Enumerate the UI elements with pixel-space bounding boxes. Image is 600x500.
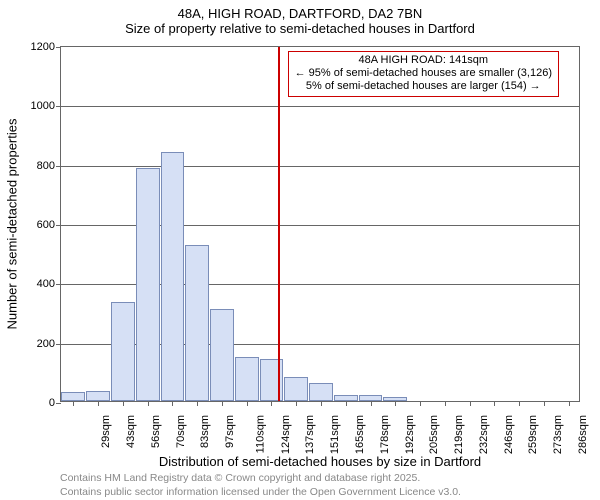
xtick-mark [197,401,198,406]
histogram-bar [235,357,259,402]
xtick-label: 205sqm [428,415,440,454]
gridline-h [61,166,579,167]
xtick-mark [271,401,272,406]
xtick-mark [123,401,124,406]
xtick-mark [222,401,223,406]
xtick-label: 273sqm [552,415,564,454]
xtick-label: 43sqm [125,415,137,448]
xtick-label: 246sqm [503,415,515,454]
xtick-label: 124sqm [280,415,292,454]
histogram-bar [86,391,110,401]
xtick-label: 83sqm [199,415,211,448]
xtick-mark [98,401,99,406]
xtick-mark [247,401,248,406]
title-description: Size of property relative to semi-detach… [0,21,600,38]
y-axis-label: Number of semi-detached properties [5,119,20,330]
ytick-label: 800 [37,160,61,172]
annotation-line1: 48A HIGH ROAD: 141sqm [295,54,552,67]
histogram-bar [61,392,85,401]
xtick-label: 232sqm [478,415,490,454]
xtick-label: 219sqm [453,415,465,454]
histogram-bar [309,383,333,401]
ytick-label: 1000 [31,100,61,112]
plot-area: 02004006008001000120029sqm43sqm56sqm70sq… [60,46,580,402]
xtick-label: 97sqm [224,415,236,448]
x-axis-label: Distribution of semi-detached houses by … [60,454,580,469]
footer-line2: Contains public sector information licen… [60,486,461,500]
xtick-mark [445,401,446,406]
ytick-label: 400 [37,278,61,290]
annotation-box: 48A HIGH ROAD: 141sqm← 95% of semi-detac… [288,51,559,97]
xtick-label: 178sqm [379,415,391,454]
xtick-mark [519,401,520,406]
xtick-label: 151sqm [329,415,341,454]
xtick-mark [73,401,74,406]
xtick-label: 110sqm [254,415,266,453]
title-address: 48A, HIGH ROAD, DARTFORD, DA2 7BN [0,0,600,21]
xtick-mark [395,401,396,406]
reference-line [278,47,280,401]
xtick-mark [470,401,471,406]
ytick-label: 0 [49,397,61,409]
histogram-bar [161,152,185,401]
xtick-mark [420,401,421,406]
histogram-bar [185,245,209,401]
xtick-label: 286sqm [577,415,589,454]
footer-line1: Contains HM Land Registry data © Crown c… [60,472,461,486]
ytick-label: 1200 [31,41,61,53]
histogram-bar [136,168,160,401]
ytick-label: 200 [37,338,61,350]
xtick-mark [172,401,173,406]
annotation-line2: ← 95% of semi-detached houses are smalle… [295,67,552,80]
attribution-footer: Contains HM Land Registry data © Crown c… [60,472,461,499]
histogram-bar [210,309,234,401]
xtick-label: 137sqm [305,415,317,454]
xtick-mark [346,401,347,406]
xtick-label: 70sqm [175,415,187,448]
histogram-bar [284,377,308,401]
histogram-bar [260,359,284,401]
xtick-mark [371,401,372,406]
xtick-label: 29sqm [100,415,112,448]
histogram-bar [111,302,135,401]
annotation-line3: 5% of semi-detached houses are larger (1… [295,80,552,93]
xtick-mark [494,401,495,406]
ytick-label: 600 [37,219,61,231]
xtick-mark [321,401,322,406]
xtick-mark [296,401,297,406]
xtick-label: 56sqm [150,415,162,448]
xtick-mark [544,401,545,406]
xtick-label: 259sqm [527,415,539,454]
xtick-mark [569,401,570,406]
xtick-label: 192sqm [404,415,416,454]
xtick-label: 165sqm [354,415,366,454]
chart-container: 48A, HIGH ROAD, DARTFORD, DA2 7BN Size o… [0,0,600,500]
xtick-mark [148,401,149,406]
gridline-h [61,106,579,107]
